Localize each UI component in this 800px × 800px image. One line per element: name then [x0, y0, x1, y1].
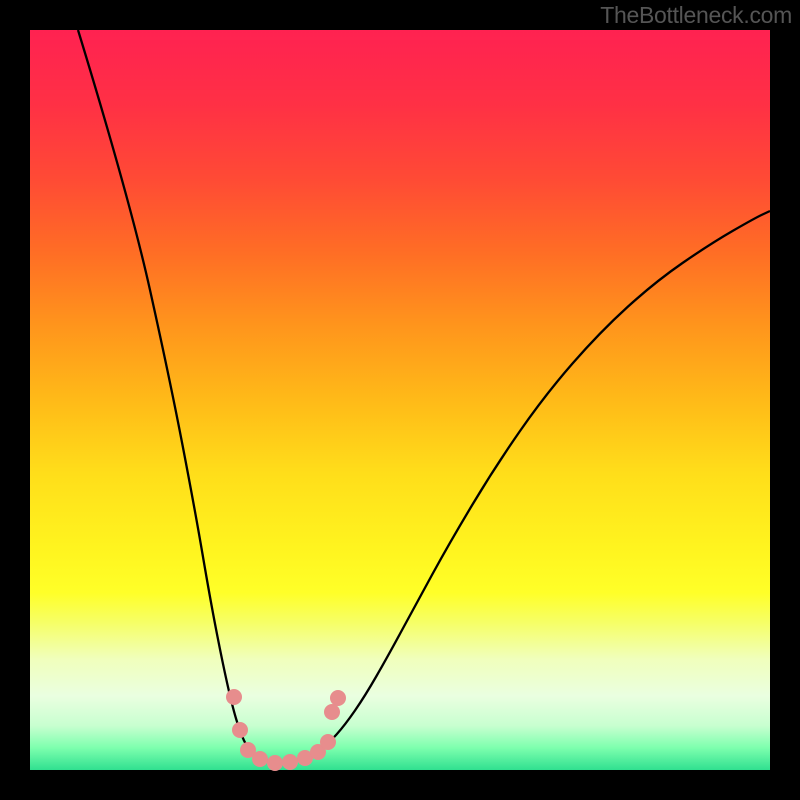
marker-point — [252, 751, 268, 767]
marker-point — [282, 754, 298, 770]
marker-point — [232, 722, 248, 738]
plot-area — [30, 30, 770, 770]
marker-point — [324, 704, 340, 720]
marker-point — [330, 690, 346, 706]
marker-point — [267, 755, 283, 771]
marker-point — [320, 734, 336, 750]
marker-point — [226, 689, 242, 705]
watermark-text: TheBottleneck.com — [600, 2, 792, 29]
chart-container: TheBottleneck.com — [0, 0, 800, 800]
bottleneck-chart — [0, 0, 800, 800]
